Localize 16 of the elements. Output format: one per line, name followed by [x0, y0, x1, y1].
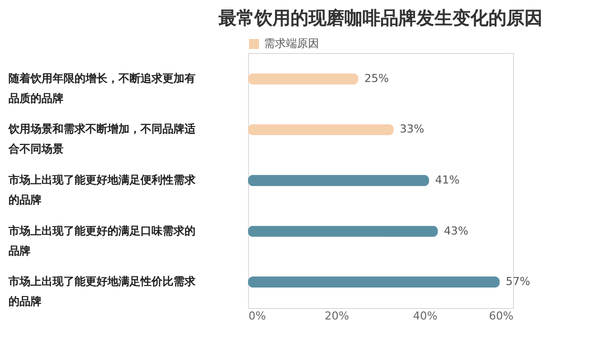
x-tick-label: 0%	[248, 310, 266, 322]
data-label: 25%	[364, 72, 389, 85]
y-tick-label: 饮用场景和需求不断增加，不同品牌适合不同场景	[8, 122, 196, 156]
legend-label: 需求端原因	[264, 37, 319, 50]
y-tick-label: 市场上出现了能更好地满足便利性需求的品牌	[8, 174, 196, 206]
x-tick-label: 60%	[489, 310, 514, 322]
x-tick-label: 20%	[324, 310, 350, 322]
data-label: 57%	[506, 275, 530, 288]
data-label: 43%	[444, 224, 468, 238]
y-tick-label: 市场上出现了能更好的满足口味需求的品牌	[8, 224, 196, 258]
y-tick-label: 随着饮用年限的增长，不断追求更加有品质的品牌	[8, 72, 196, 105]
chart-title: 最常饮用的现磨咖啡品牌发生变化的原因	[218, 8, 542, 29]
x-tick-label: 40%	[412, 310, 438, 322]
y-tick-label: 市场上出现了能更好地满足性价比需求的品牌	[8, 275, 196, 308]
data-label: 33%	[400, 122, 424, 136]
data-label: 41%	[435, 174, 460, 186]
